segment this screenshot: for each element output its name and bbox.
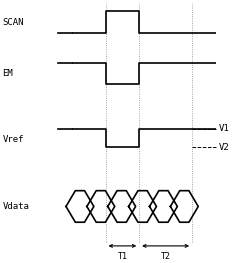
Text: Vref: Vref	[2, 135, 24, 144]
Text: V1: V1	[219, 124, 230, 133]
Text: Vdata: Vdata	[2, 202, 29, 211]
Text: SCAN: SCAN	[2, 18, 24, 27]
Text: T2: T2	[161, 252, 171, 261]
Text: V2: V2	[219, 143, 230, 152]
Text: EM: EM	[2, 69, 13, 78]
Text: T1: T1	[117, 252, 127, 261]
